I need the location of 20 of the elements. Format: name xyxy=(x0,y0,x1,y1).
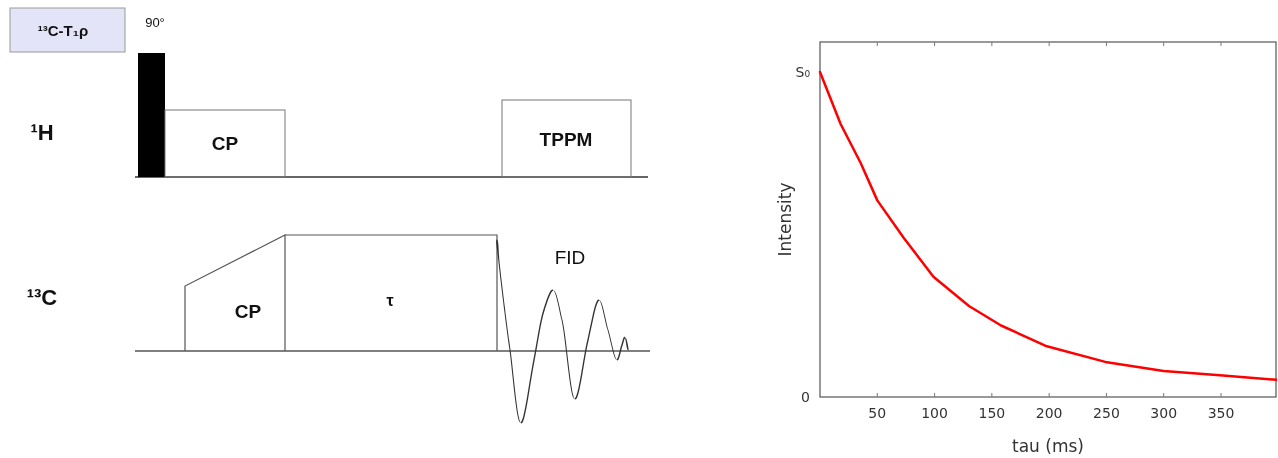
x-tick-label: 250 xyxy=(1093,405,1120,421)
text: ¹³C xyxy=(26,285,58,310)
text: TPPM xyxy=(539,129,593,150)
text: ¹³C-T₁ρ xyxy=(37,22,89,39)
x-axis-title: tau (ms) xyxy=(1012,436,1084,456)
x-tick-label: 100 xyxy=(921,405,948,421)
x-tick-label: 150 xyxy=(978,405,1006,421)
text: CP xyxy=(211,133,239,154)
text: 0 xyxy=(801,389,810,405)
y-axis-title: Intensity xyxy=(775,182,795,257)
x-tick-label: 300 xyxy=(1150,405,1178,421)
text: 90° xyxy=(145,15,165,30)
text: FID xyxy=(554,247,586,268)
text: τ xyxy=(386,292,394,309)
x-tick-label: 200 xyxy=(1035,405,1063,421)
text: ¹H xyxy=(30,120,54,145)
text: S₀ xyxy=(795,64,811,80)
x-tick-label: 50 xyxy=(868,405,887,421)
x-tick-label: 350 xyxy=(1207,405,1235,421)
text: CP xyxy=(234,301,262,322)
